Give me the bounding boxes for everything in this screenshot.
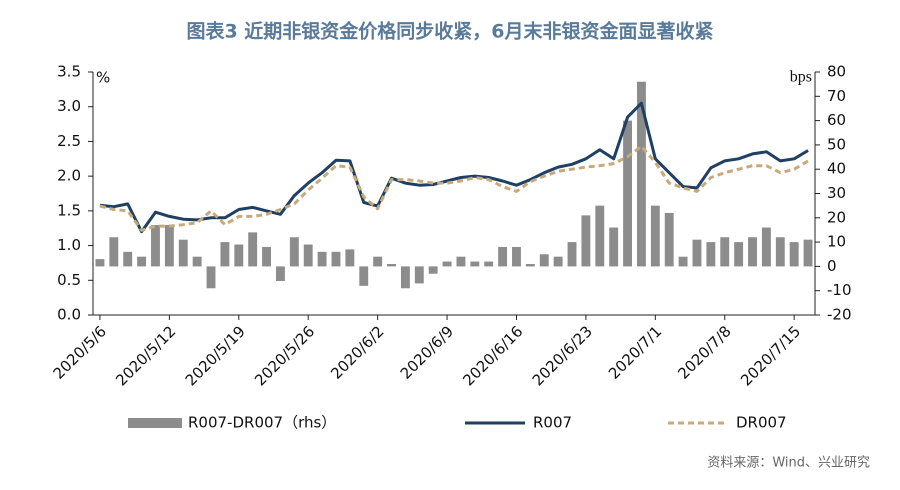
y2-tick-label: -20 bbox=[827, 306, 852, 324]
line-series bbox=[99, 101, 809, 234]
bar bbox=[678, 256, 688, 267]
x-tick-label: 2020/5/12 bbox=[112, 322, 179, 389]
bar bbox=[275, 266, 285, 281]
y2-tick-label: 70 bbox=[827, 87, 846, 105]
bar bbox=[581, 215, 591, 267]
bar bbox=[373, 256, 383, 267]
x-tick-label: 2020/7/15 bbox=[737, 322, 804, 389]
bar bbox=[650, 205, 660, 267]
x-tick-label: 2020/6/23 bbox=[529, 322, 596, 389]
bar bbox=[706, 242, 716, 267]
y2-axis-unit: bps bbox=[790, 69, 812, 86]
bar bbox=[220, 242, 230, 267]
bar bbox=[206, 266, 216, 289]
x-tick-label: 2020/7/8 bbox=[674, 322, 734, 382]
x-tick-label: 2020/6/16 bbox=[459, 322, 526, 389]
bar bbox=[553, 256, 563, 267]
y-tick-label: 3.0 bbox=[57, 97, 81, 115]
legend-label: R007-DR007（rhs） bbox=[188, 414, 336, 432]
bar bbox=[539, 254, 549, 267]
legend-label: R007 bbox=[533, 414, 572, 432]
bar bbox=[414, 266, 424, 284]
y-tick-label: 0.0 bbox=[57, 306, 81, 324]
x-tick-label: 2020/6/2 bbox=[327, 322, 387, 382]
bar bbox=[289, 237, 299, 267]
bar bbox=[109, 237, 119, 267]
bar bbox=[803, 239, 813, 267]
bar bbox=[137, 256, 147, 267]
y2-tick-label: 20 bbox=[827, 208, 846, 226]
bar bbox=[178, 239, 188, 267]
y2-tick-label: 80 bbox=[827, 63, 846, 81]
legend-swatch bbox=[128, 418, 182, 428]
bar bbox=[345, 249, 355, 267]
y-tick-label: 3.5 bbox=[57, 63, 81, 81]
bar bbox=[664, 212, 674, 267]
y2-tick-label: 60 bbox=[827, 111, 846, 129]
bar bbox=[567, 242, 577, 267]
y-tick-label: 2.0 bbox=[57, 167, 81, 185]
bar bbox=[234, 244, 244, 267]
x-tick-label: 2020/5/6 bbox=[50, 322, 110, 382]
bar bbox=[95, 259, 105, 267]
bar bbox=[442, 261, 452, 267]
y-tick-label: 1.0 bbox=[57, 236, 81, 254]
bar bbox=[164, 225, 174, 267]
bar bbox=[512, 246, 521, 267]
y2-tick-label: 40 bbox=[827, 160, 846, 178]
bar bbox=[262, 246, 272, 267]
bar bbox=[498, 246, 508, 267]
bar bbox=[151, 225, 160, 267]
x-tick-label: 2020/6/9 bbox=[397, 322, 457, 382]
bar bbox=[761, 227, 771, 267]
bar bbox=[525, 263, 535, 267]
bar bbox=[609, 227, 619, 267]
bar bbox=[400, 266, 410, 289]
bar bbox=[484, 261, 494, 267]
bar bbox=[456, 256, 466, 267]
bar bbox=[748, 237, 757, 267]
bar bbox=[775, 237, 785, 267]
bar bbox=[428, 266, 438, 274]
bar bbox=[317, 251, 327, 267]
source-note: 资料来源：Wind、兴业研究 bbox=[707, 456, 870, 471]
y2-tick-label: -10 bbox=[827, 281, 852, 299]
y-axis-unit: % bbox=[96, 69, 110, 87]
y2-tick-label: 0 bbox=[827, 257, 837, 275]
bar bbox=[720, 237, 730, 267]
bar bbox=[359, 266, 369, 286]
bar bbox=[470, 261, 480, 267]
x-tick-label: 2020/5/19 bbox=[182, 322, 249, 389]
chart-title: 图表3 近期非银资金价格同步收紧，6月末非银资金面显著收紧 bbox=[186, 20, 713, 43]
bar bbox=[303, 244, 313, 267]
y2-tick-label: 30 bbox=[827, 184, 846, 202]
bar bbox=[331, 251, 341, 267]
bar bbox=[692, 239, 702, 267]
bar bbox=[595, 205, 605, 267]
bar bbox=[387, 263, 396, 267]
x-tick-label: 2020/5/26 bbox=[251, 322, 318, 389]
y2-tick-label: 50 bbox=[827, 135, 846, 153]
y-tick-label: 1.5 bbox=[57, 201, 81, 219]
y-tick-label: 0.5 bbox=[57, 271, 81, 289]
bar bbox=[789, 242, 799, 267]
y2-tick-label: 10 bbox=[827, 233, 846, 251]
bar bbox=[734, 242, 744, 267]
bar bbox=[623, 120, 633, 267]
bar bbox=[636, 81, 646, 267]
bar bbox=[192, 256, 202, 267]
legend-label: DR007 bbox=[736, 414, 787, 432]
bar bbox=[248, 232, 258, 267]
bar bbox=[123, 251, 133, 267]
y-tick-label: 2.5 bbox=[57, 132, 81, 150]
x-tick-label: 2020/7/1 bbox=[605, 322, 665, 382]
